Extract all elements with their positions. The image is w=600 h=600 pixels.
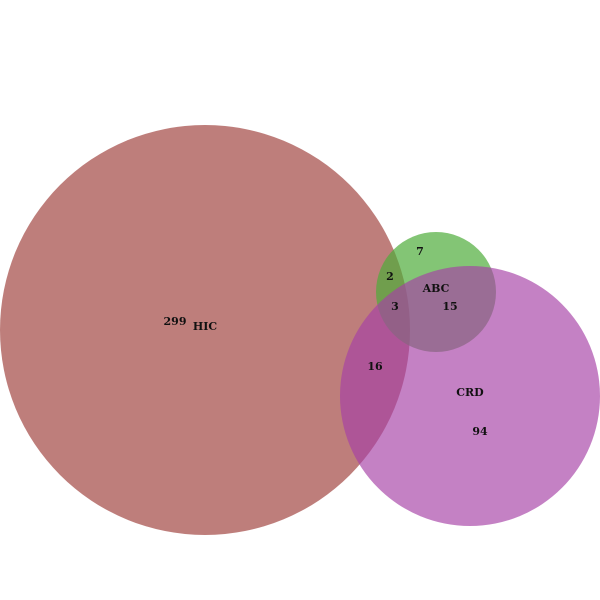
set-circle-crd [340,266,600,526]
count-hic-abc: 2 [386,270,394,283]
count-abc-only: 7 [416,245,424,258]
count-abc-crd: 15 [442,300,457,313]
set-label-hic: HIC [193,320,218,333]
count-hic-crd: 16 [367,360,383,373]
set-label-abc: ABC [422,282,450,295]
set-circle-hic [0,125,410,535]
count-hic-abc-crd: 3 [391,300,399,313]
count-hic-only: 299 [164,315,187,328]
set-label-crd: CRD [456,386,484,399]
count-crd-only: 94 [472,425,488,438]
